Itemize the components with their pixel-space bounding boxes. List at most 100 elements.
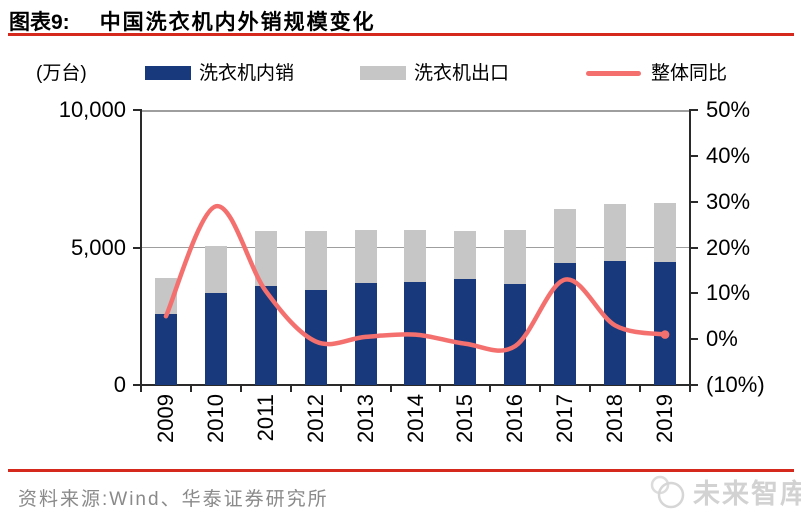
bar-group [490, 230, 540, 385]
right-axis-tick-label: (10%) [706, 372, 765, 397]
figure-title: 中国洗衣机内外销规模变化 [99, 11, 376, 34]
x-axis-category-label: 2019 [652, 392, 678, 452]
bar-group [241, 231, 291, 385]
bar-group [640, 203, 690, 385]
x-axis-category-label-text: 2010 [202, 394, 228, 443]
bar-segment-export [254, 231, 277, 286]
right-axis-tick-label: 10% [706, 280, 751, 306]
bar-group [291, 231, 341, 385]
x-axis-category-label: 2016 [502, 392, 528, 452]
left-axis-tick-label: 10,000 [58, 97, 126, 122]
x-axis-category-label-text: 2011 [252, 394, 278, 442]
bar-segment-domestic [204, 292, 227, 385]
bar-segment-export [454, 231, 477, 279]
x-axis-tick [539, 386, 542, 392]
bar-group [341, 230, 391, 385]
x-axis-category-label: 2013 [352, 392, 378, 452]
legend-label-domestic: 洗衣机内销 [199, 63, 295, 84]
bar-segment-export [654, 203, 677, 262]
bar-group [391, 230, 441, 385]
x-axis-tick [689, 386, 691, 392]
gridline-10000 [141, 110, 690, 112]
left-axis-tick [133, 246, 140, 249]
left-axis-tick [133, 109, 140, 111]
right-axis-tick [691, 384, 698, 386]
x-axis-tick [289, 386, 292, 392]
bar-segment-domestic [604, 261, 627, 385]
bar-segment-export [154, 277, 177, 314]
plot-area [141, 110, 690, 385]
legend-label-yoy: 整体同比 [651, 63, 728, 84]
legend-swatch-yoy-line [586, 71, 641, 76]
right-axis-tick [691, 109, 698, 111]
right-axis-tick [691, 246, 698, 249]
watermark: 未来智库 [646, 472, 801, 511]
bar-segment-domestic [404, 282, 427, 385]
bar-group [590, 203, 640, 385]
bar-segment-domestic [504, 283, 527, 385]
x-axis-tick [439, 386, 442, 392]
x-axis-category-label: 2014 [402, 392, 428, 452]
title-underline-rule [8, 33, 794, 36]
bar-segment-export [404, 230, 427, 283]
x-axis-category-label: 2017 [552, 392, 578, 452]
bar-group [191, 246, 241, 385]
bar-segment-domestic [454, 278, 477, 385]
right-axis-tick [691, 338, 698, 341]
x-axis-line [140, 384, 691, 386]
source-note: 资料来源:Wind、华泰证券研究所 [18, 489, 329, 510]
left-axis-tick [133, 384, 140, 386]
bar-segment-domestic [654, 261, 677, 385]
x-axis-category-label: 2018 [602, 392, 628, 452]
x-axis-category-label: 2012 [302, 392, 328, 452]
watermark-text: 未来智库 [693, 479, 801, 509]
figure-label: 图表9: [9, 11, 70, 34]
x-axis-tick [189, 386, 192, 392]
right-axis-tick-label: 50% [706, 97, 751, 122]
x-axis-tick [589, 386, 592, 392]
bar-segment-export [504, 230, 527, 284]
footer-rule [8, 469, 794, 472]
legend-swatch-domestic [145, 66, 191, 80]
figure-header: 图表9: 中国洗衣机内外销规模变化 [9, 6, 376, 36]
x-axis-category-label-text: 2009 [152, 394, 178, 443]
left-axis-tick-label: 5,000 [70, 234, 126, 260]
right-axis-tick-label: 0% [706, 326, 738, 352]
watermark-logo-icon [650, 475, 685, 508]
x-axis-category-label-text: 2013 [352, 394, 378, 443]
right-axis-tick [691, 200, 698, 203]
bar-group [540, 209, 590, 385]
x-axis-tick [339, 386, 342, 392]
x-axis-category-label: 2011 [252, 392, 278, 452]
bar-segment-domestic [354, 282, 377, 385]
bar-segment-domestic [254, 286, 277, 385]
bar-segment-export [604, 203, 627, 262]
x-axis-category-label-text: 2015 [452, 394, 478, 443]
x-axis-tick [639, 386, 642, 392]
x-axis-category-label: 2010 [202, 392, 228, 452]
bar-segment-domestic [554, 262, 577, 385]
left-axis-tick-label: 0 [113, 372, 126, 397]
right-axis-tick [691, 154, 698, 157]
x-axis-category-label-text: 2017 [552, 394, 578, 443]
bar-segment-export [204, 246, 227, 293]
x-axis-category-label: 2009 [152, 392, 178, 452]
right-axis-tick-label: 30% [706, 188, 751, 214]
x-axis-category-label-text: 2014 [402, 394, 428, 443]
right-axis-tick-label: 40% [706, 142, 751, 168]
x-axis-tick [389, 386, 392, 392]
x-axis-category-label-text: 2016 [502, 394, 528, 443]
legend-swatch-export [360, 66, 406, 80]
bar-segment-export [304, 231, 327, 291]
x-axis-tick [239, 386, 242, 392]
left-axis-line [140, 109, 142, 386]
right-axis-line [689, 109, 691, 386]
left-axis-unit-label: (万台) [36, 63, 87, 84]
x-axis-category-label-text: 2019 [652, 394, 678, 443]
x-axis-category-label-text: 2018 [602, 394, 628, 443]
bar-segment-export [554, 209, 577, 263]
x-axis-category-label-text: 2012 [302, 394, 328, 443]
right-axis-tick-label: 20% [706, 234, 751, 260]
right-axis-tick [691, 292, 698, 295]
